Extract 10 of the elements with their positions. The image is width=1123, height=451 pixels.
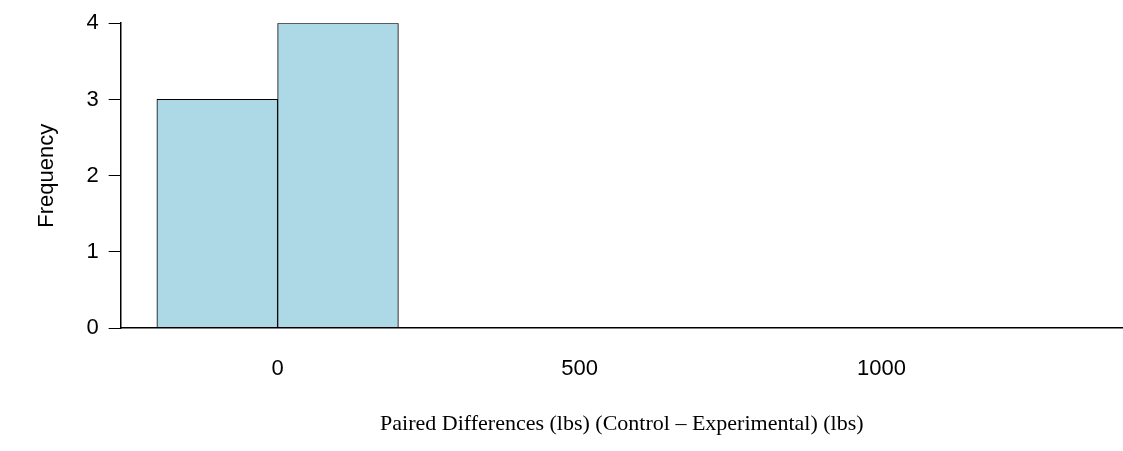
y-tick-label: 3: [86, 85, 99, 111]
x-tick-label: 0: [271, 355, 284, 381]
x-tick-label: 1000: [856, 355, 906, 381]
y-tick-label: 1: [86, 238, 99, 264]
y-tick-label: 2: [86, 161, 99, 187]
y-tick-label: 0: [86, 314, 99, 340]
x-axis-title: Paired Differences (lbs) (Control – Experimental) (lbs): [380, 409, 864, 435]
y-tick-label: 4: [86, 9, 99, 35]
x-tick-label: 500: [561, 355, 598, 381]
y-axis-title: Frequency: [33, 123, 59, 228]
